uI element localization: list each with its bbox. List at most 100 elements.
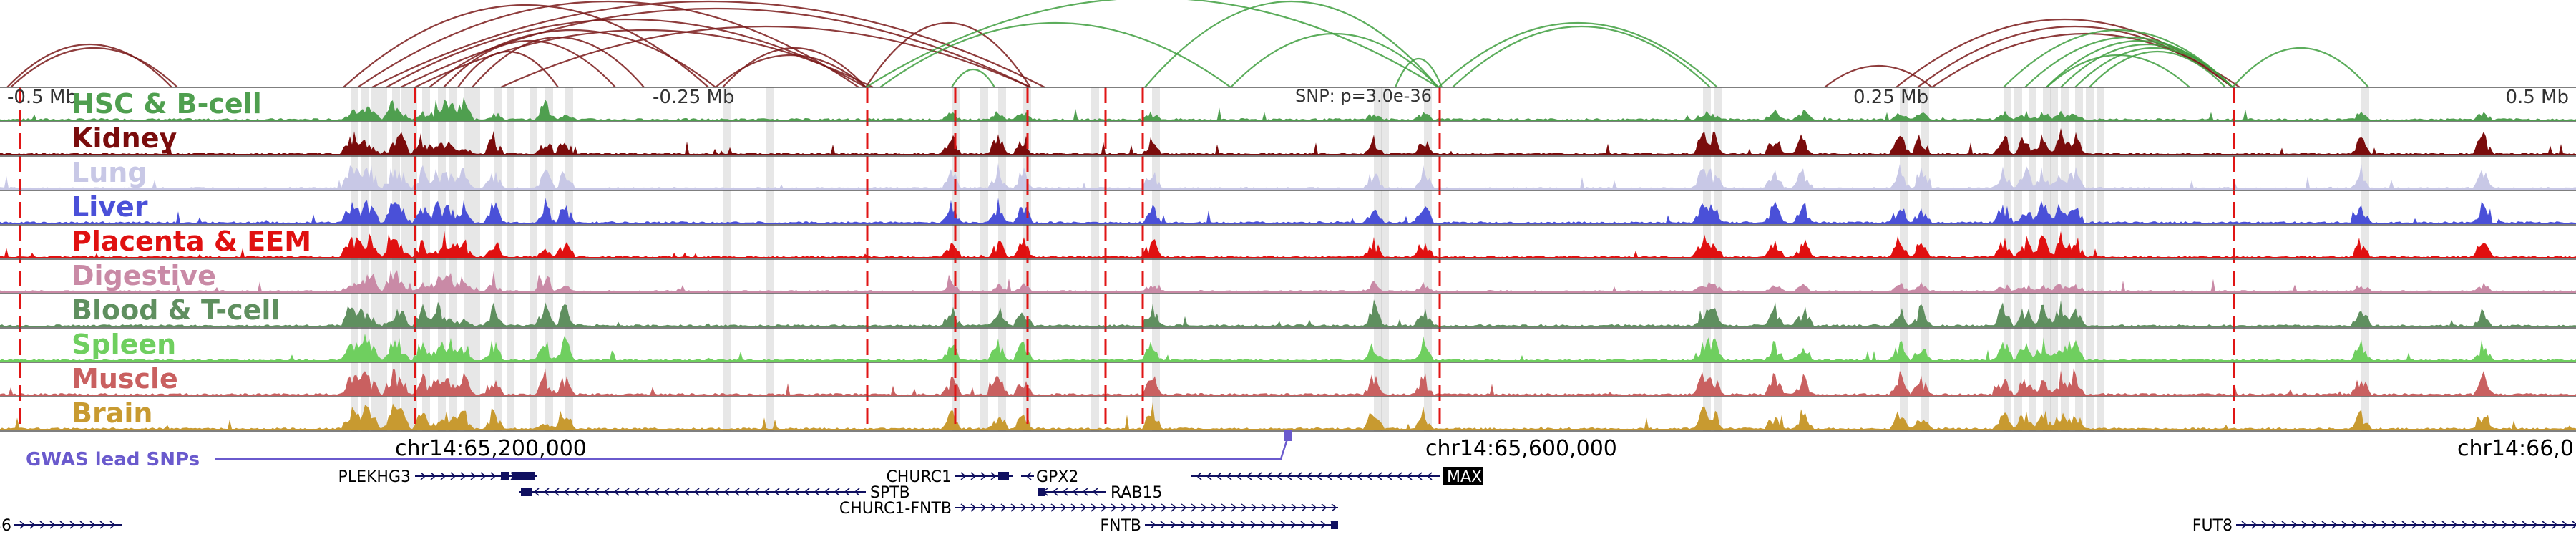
gene-label: FNTB [1100, 517, 1141, 535]
loop-arc [2089, 50, 2226, 88]
track-label: Digestive [72, 260, 216, 291]
strand-arrow [1226, 472, 1232, 480]
strand-arrow [1376, 472, 1382, 480]
signal-trace [0, 128, 2576, 155]
strand-arrow [2371, 521, 2378, 529]
strand-arrow [1020, 503, 1027, 512]
strand-arrow [1426, 472, 1433, 480]
gene-label: PLEKHG3 [338, 468, 411, 486]
strand-arrow [1320, 521, 1327, 529]
strand-arrow [2401, 521, 2408, 529]
strand-arrow [1246, 472, 1252, 480]
strand-arrow [2512, 521, 2518, 529]
strand-arrow [583, 488, 590, 496]
strand-arrow [1251, 503, 1257, 512]
strand-arrow [1180, 521, 1186, 529]
strand-arrow [2381, 521, 2388, 529]
strand-arrow [2542, 521, 2548, 529]
strand-arrow [1052, 488, 1058, 496]
strand-arrow [1171, 503, 1177, 512]
strand-arrow [1406, 472, 1413, 480]
strand-arrow [2472, 521, 2478, 529]
strand-arrow [763, 488, 770, 496]
strand-arrow [1261, 503, 1267, 512]
track-label: Kidney [72, 122, 177, 154]
strand-arrow [2522, 521, 2528, 529]
loop-arc [1824, 64, 1933, 88]
track-label: HSC & B-cell [72, 88, 262, 120]
strand-arrow [673, 488, 680, 496]
strand-arrow [1072, 488, 1078, 496]
strand-arrow [1111, 503, 1117, 512]
strand-arrow [1231, 503, 1237, 512]
strand-arrow [1310, 521, 1317, 529]
strand-arrow [1211, 503, 1217, 512]
track-label: Blood & T-cell [72, 294, 280, 326]
strand-arrow [1326, 472, 1332, 480]
strand-arrow [89, 521, 96, 529]
axis-tick-label: 0.5 Mb [2505, 87, 2569, 108]
strand-arrow [430, 472, 436, 480]
loop-arc [457, 51, 559, 88]
strand-arrow [2331, 521, 2338, 529]
strand-arrow [1060, 503, 1067, 512]
strand-arrow [1040, 503, 1047, 512]
strand-arrow [1241, 503, 1247, 512]
snp-p-value: SNP: p=3.0e-36 [1295, 86, 1432, 106]
loop-arc [6, 43, 172, 88]
strand-arrow [1256, 472, 1262, 480]
gene-label: SPTB [870, 484, 910, 502]
gene-label-box [1443, 467, 1483, 485]
strand-arrow [460, 472, 467, 480]
strand-arrow [1270, 521, 1277, 529]
strand-arrow [1280, 521, 1287, 529]
strand-arrow [683, 488, 690, 496]
strand-arrow [1210, 521, 1216, 529]
gene-label: GPX2 [1036, 468, 1078, 486]
strand-arrow [2441, 521, 2448, 529]
strand-arrow [2341, 521, 2348, 529]
strand-arrow [703, 488, 710, 496]
strand-arrow [2311, 521, 2318, 529]
gwas-track: GWAS lead SNPs [26, 430, 1292, 470]
strand-arrow [1366, 472, 1372, 480]
strand-arrow [733, 488, 740, 496]
strand-arrow [1266, 472, 1272, 480]
strand-arrow [1196, 472, 1202, 480]
strand-arrow [593, 488, 600, 496]
strand-arrow [1250, 521, 1257, 529]
strand-arrow [109, 521, 116, 529]
strand-arrow [723, 488, 730, 496]
axis-tick-label: -0.25 Mb [653, 87, 734, 108]
strand-arrow [1216, 472, 1222, 480]
gene-label: FUT8 [2192, 517, 2233, 535]
strand-arrow [814, 488, 820, 496]
strand-arrow [1416, 472, 1423, 480]
coordinate-label: chr14:65,200,000 [395, 436, 587, 461]
strand-arrow [563, 488, 570, 496]
strand-arrow [553, 488, 560, 496]
track-label: Spleen [72, 329, 176, 360]
strand-arrow [1281, 503, 1287, 512]
strand-arrow [990, 503, 997, 512]
strand-arrow [1141, 503, 1147, 512]
loop-arc [1144, 0, 1439, 88]
loop-arc [1394, 57, 1443, 88]
track-label: Brain [72, 397, 152, 429]
strand-arrow [1311, 503, 1317, 512]
loop-arc [386, 18, 867, 88]
axis-tick-label: -0.5 Mb [7, 87, 77, 108]
strand-arrow [980, 503, 987, 512]
strand-arrow [693, 488, 700, 496]
strand-arrow [960, 472, 967, 480]
strand-arrow [1346, 472, 1352, 480]
loop-arc [500, 26, 1031, 88]
strand-arrow [2562, 521, 2568, 529]
signal-trace [0, 368, 2576, 395]
gene-label: CHURC1 [886, 468, 952, 486]
strand-arrow [824, 488, 830, 496]
strand-arrow [1150, 521, 1156, 529]
strand-arrow [1300, 521, 1307, 529]
